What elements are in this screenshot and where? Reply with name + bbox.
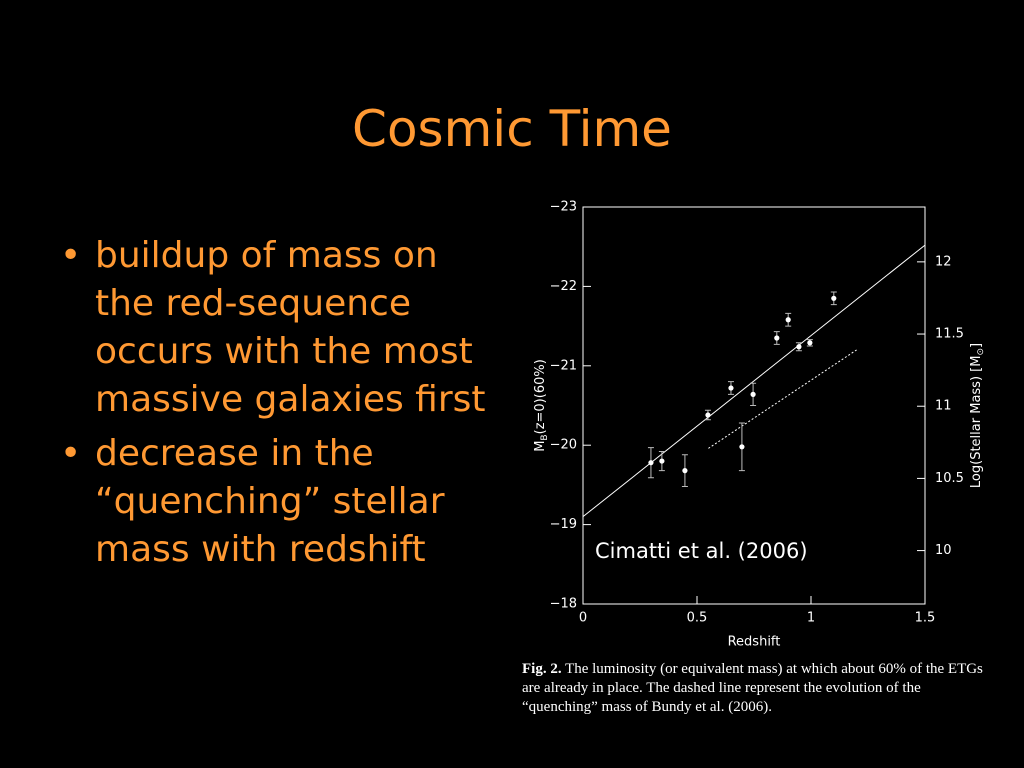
y-tick-label: −22 [550,279,577,294]
y2-tick-label: 12 [935,254,952,269]
y-label-sub: B [540,434,550,440]
y-tick-label: −19 [550,517,577,532]
y2-label-part: Log(Stellar Mass) [M [969,356,984,489]
y-tick-label: −18 [550,597,577,612]
y-tick-label: −21 [550,358,577,373]
data-point [648,460,654,466]
data-point [774,335,780,341]
quenching-line [708,349,857,449]
y2-tick-label: 10.5 [935,471,964,486]
y-tick-label: −20 [550,438,577,453]
y2-label-sub: ⊙ [976,348,986,356]
plot-frame [582,206,926,605]
data-point [785,317,791,323]
data-point [659,458,665,464]
y-tick-label: −23 [550,200,577,215]
y2-tick-label: 10 [935,543,952,558]
data-point [682,468,688,474]
y2-label-part: ] [969,343,984,348]
y2-axis-label: Log(Stellar Mass) [M⊙] [969,343,986,488]
data-point [831,295,837,301]
data-point [705,412,711,418]
x-tick-label: 1.5 [915,611,936,626]
bullet: decrease in the “quenching” stellar mass… [60,430,490,574]
caption-text: The luminosity (or equivalent mass) at w… [522,661,983,715]
data-point [796,344,802,350]
x-tick-label: 0 [579,611,587,626]
bullet-list: buildup of mass on the red-sequence occu… [60,232,490,580]
x-tick-label: 0.5 [687,611,708,626]
data-point [739,444,745,450]
bullet: buildup of mass on the red-sequence occu… [60,232,490,424]
data-point [728,385,734,391]
y2-tick-label: 11 [935,399,952,414]
caption-label: Fig. 2. [522,661,562,677]
figure-caption: Fig. 2. The luminosity (or equivalent ma… [522,660,994,717]
data-point [807,340,813,346]
data-point [750,391,756,397]
y2-tick-label: 11.5 [935,327,964,342]
x-tick-label: 1 [807,611,815,626]
y-label-part: M [533,441,548,452]
slide-title: Cosmic Time [352,100,672,158]
y-label-part: (z=0)(60%) [533,359,548,434]
fit-line [582,244,926,518]
x-axis-label: Redshift [728,635,781,650]
annotation: Cimatti et al. (2006) [595,539,808,563]
y-axis-label: MB(z=0)(60%) [533,359,550,452]
